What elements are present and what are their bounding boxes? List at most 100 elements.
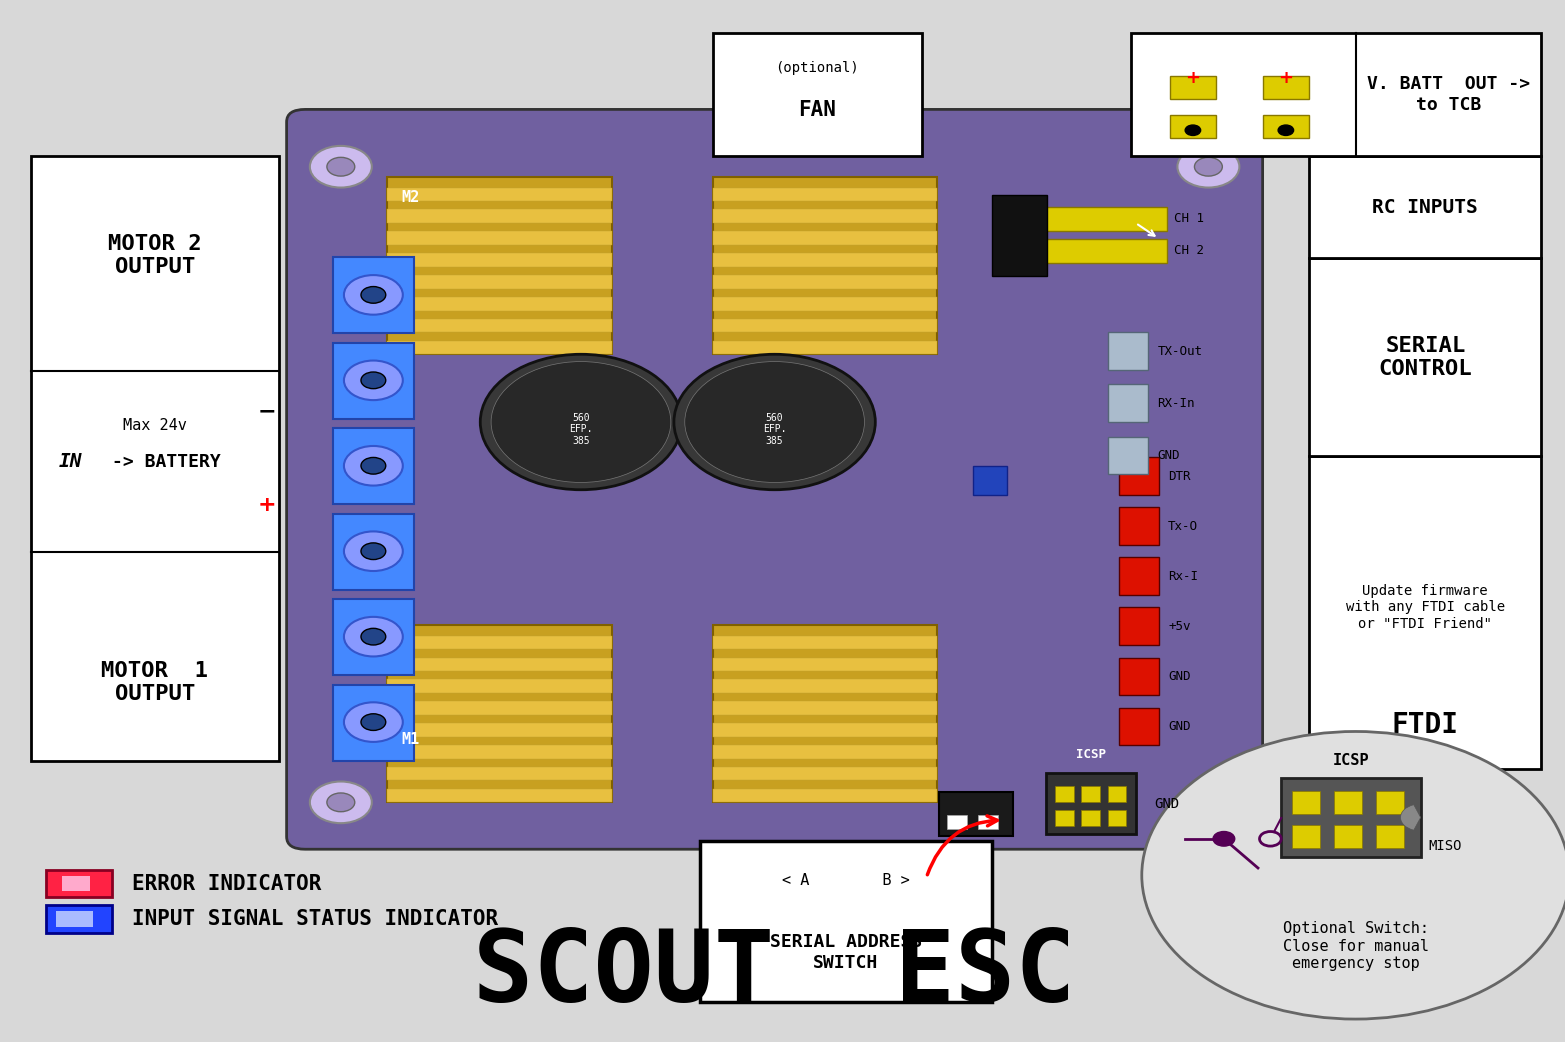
Circle shape	[362, 714, 385, 730]
FancyBboxPatch shape	[712, 625, 937, 802]
Circle shape	[1194, 793, 1222, 812]
Text: ICSP: ICSP	[1075, 748, 1105, 761]
FancyBboxPatch shape	[47, 905, 111, 933]
FancyBboxPatch shape	[712, 767, 937, 780]
FancyBboxPatch shape	[387, 209, 612, 223]
FancyBboxPatch shape	[387, 253, 612, 267]
FancyBboxPatch shape	[1055, 810, 1074, 826]
FancyBboxPatch shape	[1119, 708, 1158, 745]
FancyBboxPatch shape	[1308, 456, 1542, 769]
FancyBboxPatch shape	[1108, 437, 1149, 474]
Circle shape	[344, 702, 402, 742]
FancyBboxPatch shape	[333, 599, 413, 675]
FancyBboxPatch shape	[387, 636, 612, 649]
Text: Max 24v: Max 24v	[124, 418, 186, 432]
Text: FAN: FAN	[798, 100, 836, 120]
FancyBboxPatch shape	[1333, 791, 1362, 814]
FancyBboxPatch shape	[333, 685, 413, 761]
FancyBboxPatch shape	[992, 195, 1047, 276]
Circle shape	[1194, 157, 1222, 176]
Text: FTDI: FTDI	[1391, 712, 1459, 739]
FancyBboxPatch shape	[1045, 207, 1166, 231]
FancyBboxPatch shape	[712, 275, 937, 289]
Text: Update firmware
with any FTDI cable
or "FTDI Friend": Update firmware with any FTDI cable or "…	[1346, 585, 1506, 630]
FancyBboxPatch shape	[1376, 825, 1404, 848]
FancyBboxPatch shape	[1108, 332, 1149, 370]
Circle shape	[362, 628, 385, 645]
FancyBboxPatch shape	[387, 231, 612, 245]
FancyBboxPatch shape	[1119, 557, 1158, 595]
FancyBboxPatch shape	[1081, 786, 1100, 802]
FancyBboxPatch shape	[333, 257, 413, 333]
FancyBboxPatch shape	[712, 253, 937, 267]
Text: TX-Out: TX-Out	[1157, 345, 1202, 357]
FancyBboxPatch shape	[333, 514, 413, 590]
FancyBboxPatch shape	[712, 231, 937, 245]
Circle shape	[310, 782, 372, 823]
FancyBboxPatch shape	[712, 319, 937, 332]
FancyBboxPatch shape	[712, 701, 937, 715]
Text: (optional): (optional)	[775, 60, 859, 75]
FancyBboxPatch shape	[712, 723, 937, 737]
Text: V. BATT  OUT ->
to TCB: V. BATT OUT -> to TCB	[1366, 75, 1531, 115]
FancyBboxPatch shape	[1119, 607, 1158, 645]
Text: < A        B >: < A B >	[782, 873, 909, 888]
FancyBboxPatch shape	[1055, 786, 1074, 802]
Text: Rx-I: Rx-I	[1167, 570, 1199, 582]
FancyBboxPatch shape	[387, 319, 612, 332]
Circle shape	[344, 617, 402, 656]
FancyBboxPatch shape	[1119, 658, 1158, 695]
FancyBboxPatch shape	[1169, 115, 1216, 138]
Circle shape	[1177, 146, 1239, 188]
FancyBboxPatch shape	[1119, 457, 1158, 495]
FancyBboxPatch shape	[939, 792, 1013, 836]
Circle shape	[362, 287, 385, 303]
Text: GND: GND	[1153, 797, 1180, 812]
Circle shape	[685, 362, 864, 482]
FancyBboxPatch shape	[1081, 810, 1100, 826]
Text: ERROR INDICATOR: ERROR INDICATOR	[131, 873, 321, 894]
FancyBboxPatch shape	[387, 767, 612, 780]
Circle shape	[1213, 832, 1235, 846]
Wedge shape	[1401, 804, 1421, 830]
Text: +: +	[257, 495, 275, 515]
Text: ICSP: ICSP	[1333, 753, 1369, 768]
FancyBboxPatch shape	[387, 723, 612, 737]
Text: DTR: DTR	[1167, 470, 1191, 482]
Circle shape	[480, 354, 682, 490]
FancyBboxPatch shape	[1045, 239, 1166, 263]
FancyBboxPatch shape	[712, 679, 937, 693]
FancyBboxPatch shape	[712, 636, 937, 649]
FancyBboxPatch shape	[1376, 791, 1404, 814]
FancyBboxPatch shape	[387, 188, 612, 201]
Text: RC INPUTS: RC INPUTS	[1373, 198, 1479, 217]
FancyBboxPatch shape	[1169, 76, 1216, 99]
Text: Tx-O: Tx-O	[1167, 520, 1199, 532]
FancyBboxPatch shape	[387, 658, 612, 671]
Text: +: +	[1185, 69, 1200, 88]
FancyBboxPatch shape	[712, 188, 937, 201]
FancyBboxPatch shape	[1108, 384, 1149, 422]
FancyBboxPatch shape	[1293, 791, 1319, 814]
FancyBboxPatch shape	[978, 815, 998, 829]
FancyBboxPatch shape	[712, 209, 937, 223]
Text: GND: GND	[1157, 449, 1180, 462]
Text: +5v: +5v	[1167, 620, 1191, 632]
FancyBboxPatch shape	[1263, 76, 1308, 99]
Text: GND: GND	[1167, 670, 1191, 683]
Circle shape	[1177, 782, 1239, 823]
Text: −: −	[257, 401, 275, 421]
FancyBboxPatch shape	[1108, 810, 1127, 826]
Circle shape	[344, 446, 402, 486]
FancyBboxPatch shape	[387, 679, 612, 693]
Text: RX-In: RX-In	[1157, 397, 1194, 410]
Text: -> BATTERY: -> BATTERY	[111, 452, 221, 471]
FancyBboxPatch shape	[387, 297, 612, 311]
FancyBboxPatch shape	[712, 745, 937, 759]
Text: MOTOR 2
OUTPUT: MOTOR 2 OUTPUT	[108, 233, 202, 277]
Circle shape	[1142, 731, 1565, 1019]
Text: CH 2: CH 2	[1174, 244, 1205, 256]
Circle shape	[327, 793, 355, 812]
FancyBboxPatch shape	[712, 658, 937, 671]
Circle shape	[362, 457, 385, 474]
